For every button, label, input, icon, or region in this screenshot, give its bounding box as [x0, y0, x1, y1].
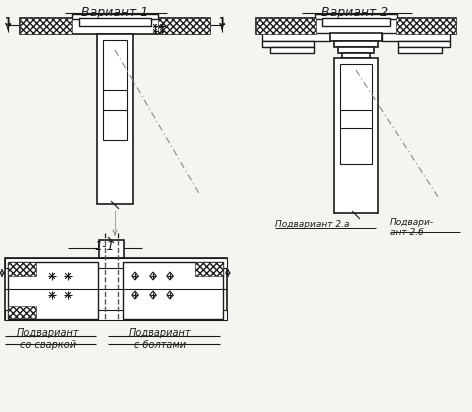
- Bar: [382, 33, 450, 41]
- Text: Вариант 2: Вариант 2: [321, 6, 388, 19]
- Bar: [5, 258, 227, 320]
- Bar: [5, 258, 227, 268]
- Bar: [20, 18, 72, 34]
- Bar: [334, 41, 378, 47]
- Bar: [398, 41, 450, 47]
- Bar: [8, 262, 36, 276]
- Text: Подвариант
со сваркой: Подвариант со сваркой: [17, 328, 79, 350]
- Bar: [330, 33, 382, 41]
- Bar: [195, 262, 223, 276]
- Polygon shape: [167, 272, 173, 280]
- Bar: [5, 310, 227, 320]
- Bar: [158, 18, 210, 34]
- Bar: [342, 53, 370, 58]
- Text: Подвари-
ант 2.б: Подвари- ант 2.б: [390, 218, 434, 237]
- Bar: [334, 58, 378, 213]
- Polygon shape: [150, 272, 156, 280]
- Text: 1: 1: [219, 17, 225, 27]
- Text: Вариант 1: Вариант 1: [81, 6, 149, 19]
- Bar: [256, 18, 316, 34]
- Text: 1: 1: [5, 17, 11, 27]
- Bar: [79, 18, 151, 26]
- Bar: [8, 306, 36, 318]
- Bar: [338, 47, 374, 53]
- Bar: [398, 47, 442, 53]
- Text: Подвариант
с болтами: Подвариант с болтами: [129, 328, 191, 350]
- Bar: [315, 14, 397, 19]
- Bar: [99, 240, 124, 258]
- Bar: [97, 34, 133, 204]
- Polygon shape: [167, 291, 173, 299]
- Bar: [396, 18, 456, 34]
- Bar: [103, 40, 127, 140]
- Bar: [123, 262, 223, 319]
- Bar: [322, 18, 390, 26]
- Bar: [262, 41, 314, 47]
- Polygon shape: [150, 291, 156, 299]
- Bar: [256, 18, 456, 34]
- Polygon shape: [132, 272, 138, 280]
- Polygon shape: [132, 291, 138, 299]
- Bar: [20, 18, 210, 34]
- Bar: [270, 47, 314, 53]
- Text: 1-1: 1-1: [95, 240, 115, 253]
- Text: Подвариант 2.а: Подвариант 2.а: [275, 220, 349, 229]
- Bar: [8, 262, 98, 319]
- Bar: [262, 33, 330, 41]
- Bar: [72, 14, 158, 19]
- Bar: [340, 64, 372, 164]
